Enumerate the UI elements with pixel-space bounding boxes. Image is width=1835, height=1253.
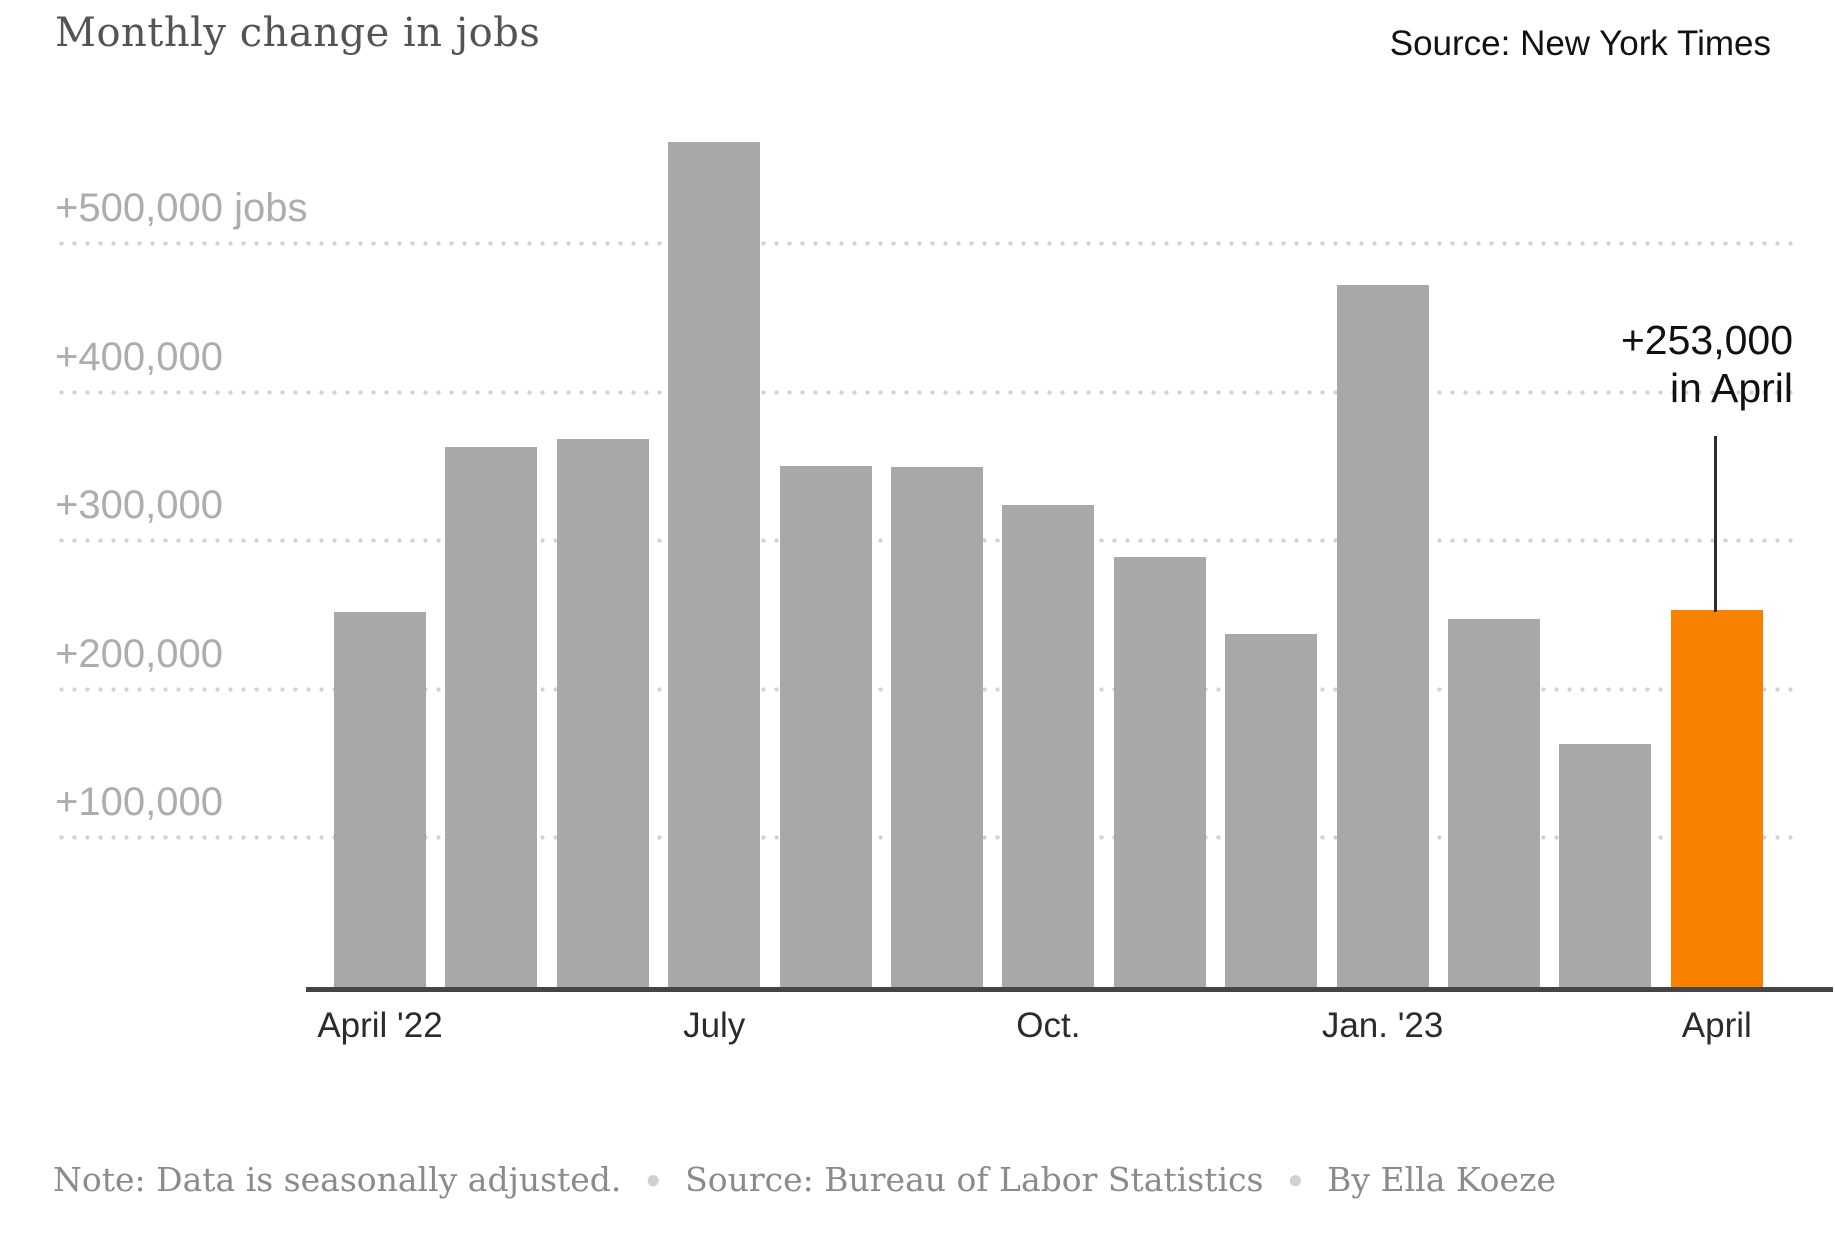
bar-dec-22: [1225, 633, 1318, 989]
bar-feb-23: [1448, 618, 1540, 989]
annotation-value: +253,000: [1620, 317, 1793, 363]
footer-source: Source: Bureau of Labor Statistics: [685, 1160, 1264, 1199]
x-axis-label-jan-23: Jan. '23: [1321, 1006, 1444, 1045]
bar-nov-22: [1113, 556, 1206, 989]
footer-note: Note: Data is seasonally adjusted.: [53, 1160, 622, 1199]
y-axis-label-100000: +100,000: [55, 780, 223, 825]
bar-june-22: [556, 439, 649, 989]
y-axis-label-500000: +500,000 jobs: [55, 186, 308, 230]
bar-march-23: [1559, 743, 1652, 989]
x-axis-line: [306, 987, 1833, 992]
chart-title: Monthly change in jobs: [55, 10, 541, 56]
bar-may-22: [445, 446, 538, 989]
y-axis-label-400000: +400,000: [55, 334, 223, 379]
bullet-separator-icon: ●: [1287, 1164, 1304, 1194]
bar-oct-22: [1002, 504, 1095, 989]
annotation-label: +253,000 in April: [1621, 316, 1793, 412]
y-axis-label-200000: +200,000: [55, 631, 223, 676]
footer-notes: Note: Data is seasonally adjusted. ● Sourc…: [53, 1160, 1556, 1199]
chart-source-label: Source: New York Times: [1389, 24, 1771, 63]
gridline-400000: [55, 389, 1795, 395]
x-axis-label-april-22: April '22: [317, 1006, 443, 1045]
bar-jan-23: [1336, 284, 1429, 989]
bar-april-22: [334, 611, 426, 989]
bar-july-22: [668, 141, 761, 989]
bullet-separator-icon: ●: [645, 1164, 662, 1194]
x-axis-label-july: July: [683, 1006, 746, 1045]
bar-aug-22: [779, 465, 872, 989]
x-axis-label-oct: Oct.: [1016, 1006, 1081, 1045]
annotation-pointer-line: [1714, 436, 1717, 612]
gridline-500000: [55, 241, 1795, 246]
footer-byline: By Ella Koeze: [1327, 1160, 1556, 1199]
annotation-month: in April: [1669, 365, 1793, 411]
y-axis-label-300000: +300,000: [55, 483, 223, 528]
x-axis-label-april: April: [1681, 1006, 1752, 1045]
bar-april-23-highlighted: [1670, 610, 1763, 989]
bar-sept-22: [891, 467, 983, 989]
